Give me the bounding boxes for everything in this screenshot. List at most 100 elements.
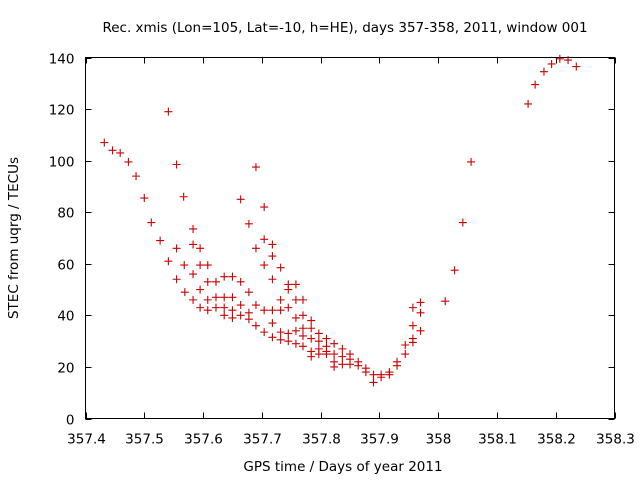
- data-point: [330, 339, 339, 348]
- data-point: [307, 352, 316, 361]
- data-point: [276, 306, 285, 315]
- y-tick-label: 20: [57, 361, 74, 377]
- data-point: [244, 315, 253, 324]
- y-tick-label: 0: [66, 413, 75, 429]
- data-point: [268, 275, 277, 284]
- data-point: [330, 350, 339, 359]
- data-point: [196, 244, 205, 253]
- data-point: [260, 328, 269, 337]
- data-point: [298, 331, 307, 340]
- data-point: [268, 252, 277, 261]
- data-point: [564, 56, 573, 65]
- chart-title: Rec. xmis (Lon=105, Lat=-10, h=HE), days…: [102, 20, 587, 36]
- data-point: [189, 295, 198, 304]
- data-point: [361, 368, 370, 377]
- data-point: [180, 288, 189, 297]
- data-point: [284, 285, 293, 294]
- data-point: [164, 257, 173, 266]
- data-point: [196, 303, 205, 312]
- data-point: [180, 261, 189, 270]
- data-point: [189, 270, 198, 279]
- data-point: [322, 334, 331, 343]
- x-tick-label: 357.5: [125, 432, 164, 448]
- data-point: [260, 235, 269, 244]
- data-point: [147, 218, 156, 227]
- data-point: [314, 329, 323, 338]
- data-point: [211, 277, 220, 286]
- data-point: [385, 370, 394, 379]
- data-point: [314, 337, 323, 346]
- x-tick-label: 357.6: [184, 432, 223, 448]
- data-point: [236, 277, 245, 286]
- data-point: [291, 313, 300, 322]
- data-point: [524, 99, 533, 108]
- data-point: [211, 293, 220, 302]
- data-point: [211, 303, 220, 312]
- data-point: [450, 266, 459, 275]
- data-point: [298, 295, 307, 304]
- data-point: [276, 263, 285, 272]
- data-point: [108, 146, 117, 155]
- data-point: [164, 107, 173, 116]
- data-point: [298, 324, 307, 333]
- data-point: [172, 160, 181, 169]
- data-point: [189, 224, 198, 233]
- y-tick-label: 40: [57, 309, 74, 325]
- data-point: [322, 350, 331, 359]
- data-point: [393, 361, 402, 370]
- data-point: [408, 321, 417, 330]
- data-point: [307, 324, 316, 333]
- data-point: [298, 342, 307, 351]
- data-point: [307, 316, 316, 325]
- x-axis-label: GPS time / Days of year 2011: [243, 459, 442, 475]
- data-point: [172, 244, 181, 253]
- scatter-series: [100, 54, 581, 387]
- data-point: [276, 295, 285, 304]
- data-point: [156, 236, 165, 245]
- data-point: [260, 261, 269, 270]
- data-point: [236, 301, 245, 310]
- data-point: [244, 219, 253, 228]
- data-point: [140, 194, 149, 203]
- data-point: [276, 328, 285, 337]
- data-point: [330, 362, 339, 371]
- data-point: [251, 301, 260, 310]
- data-point: [236, 195, 245, 204]
- x-tick-label: 358.2: [537, 432, 576, 448]
- data-point: [291, 339, 300, 348]
- data-point: [291, 280, 300, 289]
- data-point: [441, 297, 450, 306]
- data-point: [572, 62, 581, 71]
- x-axis: 357.4 357.5 357.6 357.7 357.8 357.9 358 358.1 35…: [67, 57, 635, 448]
- data-point: [298, 311, 307, 320]
- data-point: [276, 335, 285, 344]
- data-point: [547, 59, 556, 68]
- data-point: [251, 321, 260, 330]
- y-tick-label: 140: [49, 52, 75, 68]
- data-point: [291, 326, 300, 335]
- data-point: [196, 261, 205, 270]
- data-point: [338, 352, 347, 361]
- data-point: [408, 338, 417, 347]
- data-point: [338, 360, 347, 369]
- data-point: [203, 306, 212, 315]
- data-point: [416, 326, 425, 335]
- y-tick-label: 60: [57, 258, 74, 274]
- data-point: [291, 295, 300, 304]
- data-point: [369, 370, 378, 379]
- data-point: [539, 67, 548, 76]
- data-point: [416, 298, 425, 307]
- data-point: [251, 163, 260, 172]
- data-point: [284, 329, 293, 338]
- data-point: [196, 285, 205, 294]
- data-point: [228, 313, 237, 322]
- data-point: [228, 306, 237, 315]
- data-point: [203, 295, 212, 304]
- y-tick-label: 80: [57, 206, 74, 222]
- data-point: [416, 308, 425, 317]
- data-point: [377, 373, 386, 382]
- y-tick-label: 100: [49, 155, 75, 171]
- data-point: [220, 272, 229, 281]
- data-point: [260, 203, 269, 212]
